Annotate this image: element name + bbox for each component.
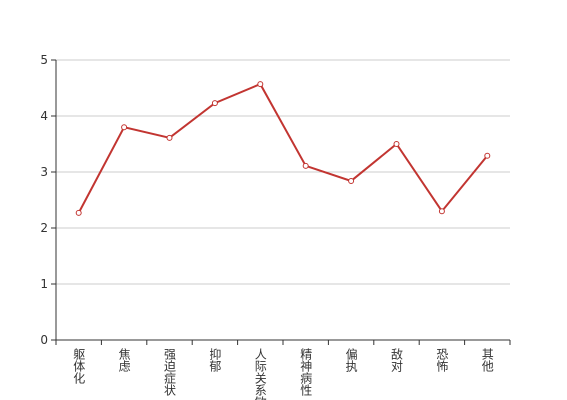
- x-tick-label: 其他: [480, 348, 494, 372]
- x-tick-label: 强迫症状: [163, 348, 177, 396]
- y-tick-label: 4: [40, 109, 48, 123]
- x-tick-label: 人际关系敏感: [253, 348, 267, 400]
- x-tick-label: 恐怖: [435, 348, 449, 372]
- point: [75, 209, 82, 216]
- point: [257, 81, 264, 88]
- point: [211, 100, 218, 107]
- point: [121, 124, 128, 131]
- y-tick-label: 3: [40, 165, 48, 179]
- x-tick-label: 躯体化: [72, 347, 86, 385]
- line: [77, 82, 489, 214]
- point: [166, 134, 173, 141]
- x-tick-label: 偏执: [344, 347, 358, 373]
- x-tick-label: 抑郁: [208, 347, 222, 373]
- x-tick-label: 焦虑: [117, 348, 131, 372]
- x-tick-label: 精神病性: [299, 348, 313, 397]
- y-tick-label: 5: [40, 53, 48, 67]
- y-tick-label: 1: [40, 277, 48, 291]
- point: [302, 162, 309, 169]
- point: [438, 208, 445, 215]
- y-tick-label: 2: [40, 221, 48, 235]
- point: [393, 141, 400, 147]
- point: [484, 152, 491, 159]
- x-tick-label: 敌对: [390, 347, 404, 372]
- y-tick-label: 0: [40, 333, 48, 347]
- point: [348, 177, 355, 184]
